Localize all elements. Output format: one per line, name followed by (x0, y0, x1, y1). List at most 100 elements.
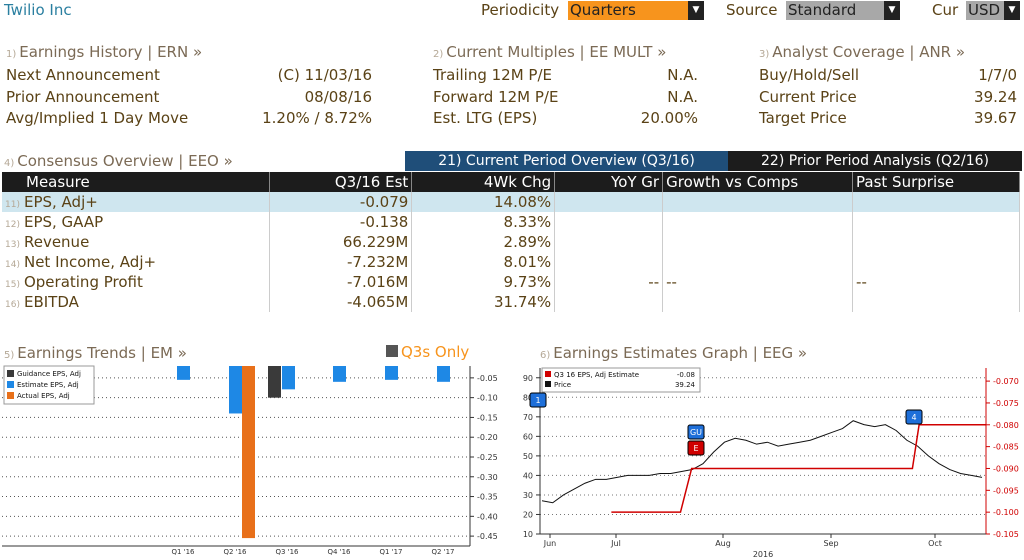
current-multiples-value: N.A. (667, 87, 698, 106)
right-y-tick-label: -0.105 (993, 530, 1019, 539)
q3s-only-checkbox[interactable] (386, 345, 398, 357)
legend-label: Guidance EPS, Adj (17, 370, 81, 378)
growth-vs-comps-cell: -- (662, 272, 854, 292)
analyst-coverage-rows: Buy/Hold/Sell 1/7/0 Current Price 39.24 Targ… (759, 65, 1017, 130)
four-week-change-cell: 2.89% (411, 232, 556, 252)
x-tick-label: Q2 '16 (223, 548, 247, 556)
y-tick-label: -0.35 (477, 493, 498, 502)
legend-box (3, 365, 95, 405)
estimate-bar (282, 366, 295, 390)
x-tick-label: Sep (823, 539, 838, 548)
left-y-tick-label: 50 (523, 452, 533, 461)
actual-bar (242, 366, 255, 539)
left-y-tick-label: 30 (523, 491, 533, 500)
tab-current-period[interactable]: 21) Current Period Overview (Q3/16) (405, 151, 728, 171)
legend-swatch (545, 381, 551, 387)
growth-vs-comps-cell (662, 292, 854, 312)
measure-cell: Net Income, Adj+ (23, 253, 157, 271)
estimate-cell: -0.138 (269, 212, 413, 232)
security-title: Twilio Inc (4, 1, 72, 19)
growth-vs-comps-cell (662, 232, 854, 252)
legend-label: Q3 16 EPS, Adj Estimate (554, 371, 639, 379)
legend-swatch (7, 392, 14, 399)
currency-label: Cur (932, 1, 959, 19)
y-tick-label: -0.20 (477, 433, 498, 442)
current-multiples-label: Trailing 12M P/E (433, 66, 552, 84)
estimate-cell: 66.229M (269, 232, 413, 252)
guidance-bar (268, 366, 281, 398)
earnings-estimates-graph-header[interactable]: 6) Earnings Estimates Graph | EEG » (540, 344, 808, 362)
event-marker-label: 1 (535, 396, 540, 405)
table-row[interactable]: 12) EPS, GAAP -0.138 8.33% (2, 212, 1020, 232)
earnings-history-rows: Next Announcement (C) 11/03/16 Prior Annou… (6, 65, 372, 130)
earnings-trends-chart: -0.05 -0.10 -0.15 -0.20 -0.25 -0.30 -0.35 -0.40… (2, 365, 498, 556)
growth-vs-comps-cell (662, 212, 854, 232)
right-y-tick-label: -0.075 (993, 399, 1019, 408)
legend-label: Estimate EPS, Adj (17, 381, 79, 389)
event-marker-label: E (693, 444, 698, 453)
table-row[interactable]: 11) EPS, Adj+ -0.079 14.08% (2, 192, 1020, 212)
current-multiples-rows: Trailing 12M P/E N.A. Forward 12M P/E N.A. E… (433, 65, 698, 130)
earnings-history-label: Next Announcement (6, 66, 160, 84)
table-row[interactable]: 14) Net Income, Adj+ -7.232M 8.01% (2, 252, 1020, 272)
earnings-trends-header[interactable]: 5) Earnings Trends | EM » (4, 344, 187, 362)
periodicity-dropdown[interactable]: Quarters (568, 1, 688, 20)
source-dropdown[interactable]: Standard (786, 1, 884, 20)
q3s-only-label[interactable]: Q3s Only (401, 343, 470, 361)
row-number: 15) (5, 280, 20, 290)
table-row[interactable]: 15) Operating Profit -7.016M 9.73% -- -- -- (2, 272, 1020, 292)
earnings-history-header[interactable]: 1) Earnings History | ERN » (6, 43, 203, 61)
currency-dropdown-arrow-icon[interactable]: ▼ (1004, 1, 1020, 20)
col-header-est[interactable]: Q3/16 Est (269, 172, 413, 192)
table-row[interactable]: 16) EBITDA -4.065M 31.74% (2, 292, 1020, 312)
yoy-growth-cell (554, 292, 664, 312)
left-y-tick-label: 40 (523, 471, 533, 480)
earnings-history-label: Prior Announcement (6, 87, 160, 106)
earnings-history-value: (C) 11/03/16 (277, 66, 372, 84)
col-header-4wk-chg[interactable]: 4Wk Chg (411, 172, 556, 192)
periodicity-dropdown-arrow-icon[interactable]: ▼ (688, 1, 704, 20)
estimate-cell: -4.065M (269, 292, 413, 312)
currency-dropdown[interactable]: USD (966, 1, 1004, 20)
yoy-growth-cell (554, 192, 664, 212)
x-tick-label: Q2 '17 (431, 548, 454, 556)
left-y-tick-label: 90 (523, 374, 533, 383)
event-marker (529, 392, 547, 408)
x-tick-label: Q4 '16 (327, 548, 351, 556)
measure-cell: Operating Profit (23, 273, 143, 291)
analyst-coverage-value: 39.24 (974, 87, 1017, 106)
table-row[interactable]: 13) Revenue 66.229M 2.89% (2, 232, 1020, 252)
tab-prior-period[interactable]: 22) Prior Period Analysis (Q2/16) (728, 151, 1022, 171)
legend-value: 39.24 (675, 381, 696, 389)
legend-label: Actual EPS, Adj (17, 392, 70, 400)
consensus-overview-header[interactable]: 4) Consensus Overview | EEO » (4, 152, 233, 170)
col-header-past-surprise[interactable]: Past Surprise (852, 172, 1020, 192)
current-multiples-row: Forward 12M P/E N.A. (433, 87, 698, 109)
row-number: 13) (5, 240, 20, 250)
col-header-yoy-gr[interactable]: YoY Gr (554, 172, 664, 192)
past-surprise-cell (852, 212, 1020, 232)
growth-vs-comps-cell (662, 192, 854, 212)
analyst-coverage-label: Current Price (759, 87, 857, 106)
estimate-bar (333, 366, 346, 382)
right-y-tick-label: -0.080 (993, 421, 1019, 430)
col-header-growth-vs-comps[interactable]: Growth vs Comps (662, 172, 854, 192)
col-header-measure[interactable]: Measure (2, 172, 271, 192)
right-y-tick-label: -0.090 (993, 464, 1019, 473)
analyst-coverage-row: Current Price 39.24 (759, 87, 1017, 109)
four-week-change-cell: 8.01% (411, 252, 556, 272)
legend-swatch (7, 381, 14, 388)
x-tick-label: Aug (715, 539, 731, 548)
legend-label: Price (554, 381, 571, 389)
current-multiples-header[interactable]: 2) Current Multiples | EE MULT » (433, 43, 667, 61)
growth-vs-comps-cell (662, 252, 854, 272)
right-y-tick-label: -0.100 (993, 508, 1019, 517)
event-marker (687, 440, 705, 456)
legend-swatch (545, 371, 551, 377)
analyst-coverage-header[interactable]: 3) Analyst Coverage | ANR » (759, 43, 966, 61)
x-axis-year-label: 2016 (753, 550, 773, 559)
legend-box (541, 367, 701, 393)
four-week-change-cell: 8.33% (411, 212, 556, 232)
y-tick-label: -0.40 (477, 512, 498, 521)
source-dropdown-arrow-icon[interactable]: ▼ (884, 1, 900, 20)
